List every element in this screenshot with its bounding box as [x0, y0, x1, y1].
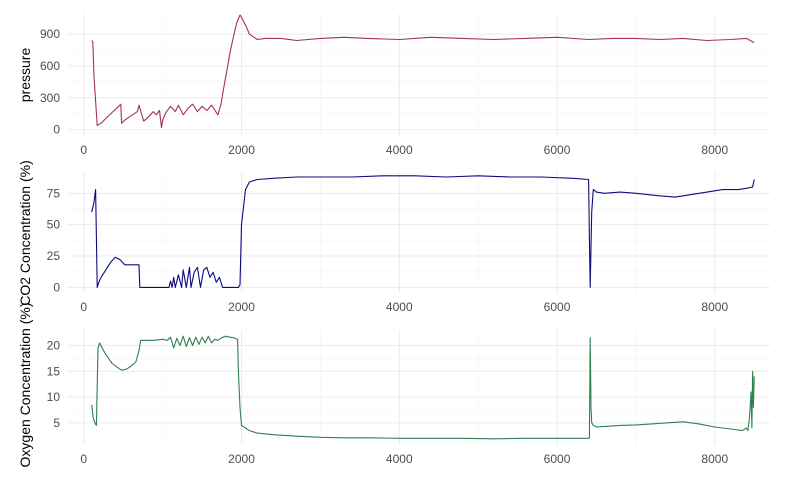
pressure-x-tick-label: 8000 [701, 143, 728, 157]
pressure-x-tick-label: 4000 [386, 143, 413, 157]
panel-oxygen: 5 10 15 20 0 2000 4000 6000 8000 Oxygen Concent… [17, 303, 770, 468]
oxygen-series-line [91, 335, 755, 440]
pressure-x-tick-label: 2000 [228, 143, 255, 157]
co2-series-line [91, 175, 755, 288]
pressure-x-tick-label: 6000 [544, 143, 571, 157]
co2-y-tick-label: 25 [47, 249, 61, 263]
oxygen-y-tick-label: 20 [47, 338, 61, 352]
co2-x-tick-label: 6000 [544, 300, 571, 314]
oxygen-x-tick-label: 6000 [544, 452, 571, 466]
panel-pressure: 0 300 600 900 0 2000 4000 6000 8000 pressure [17, 14, 770, 157]
pressure-y-tick-label: 300 [40, 91, 60, 105]
co2-x-tick-label: 8000 [701, 300, 728, 314]
pressure-x-tick-label: 0 [80, 143, 87, 157]
oxygen-x-tick-label: 4000 [386, 452, 413, 466]
co2-axis-label: CO2 Concentration (%) [17, 160, 33, 306]
oxygen-axis-label: Oxygen Concentration (%) [17, 303, 33, 468]
pressure-y-tick-label: 0 [53, 123, 60, 137]
oxygen-y-tick-label: 10 [47, 390, 61, 404]
oxygen-x-tick-label: 8000 [701, 452, 728, 466]
oxygen-y-tick-label: 5 [53, 416, 60, 430]
co2-y-tick-label: 0 [53, 280, 60, 294]
pressure-axis-label: pressure [17, 48, 33, 103]
oxygen-y-tick-label: 15 [47, 364, 61, 378]
co2-x-tick-label: 4000 [386, 300, 413, 314]
co2-y-tick-label: 50 [47, 218, 61, 232]
co2-y-tick-label: 75 [47, 186, 61, 200]
pressure-series-line [91, 14, 755, 129]
co2-x-tick-label: 2000 [228, 300, 255, 314]
oxygen-x-tick-label: 2000 [228, 452, 255, 466]
panel-co2: 0 25 50 75 0 2000 4000 6000 8000 CO2 Concentrat… [17, 160, 770, 314]
pressure-y-tick-label: 900 [40, 27, 60, 41]
oxygen-x-tick-label: 0 [80, 452, 87, 466]
pressure-y-tick-label: 600 [40, 59, 60, 73]
co2-x-tick-label: 0 [80, 300, 87, 314]
